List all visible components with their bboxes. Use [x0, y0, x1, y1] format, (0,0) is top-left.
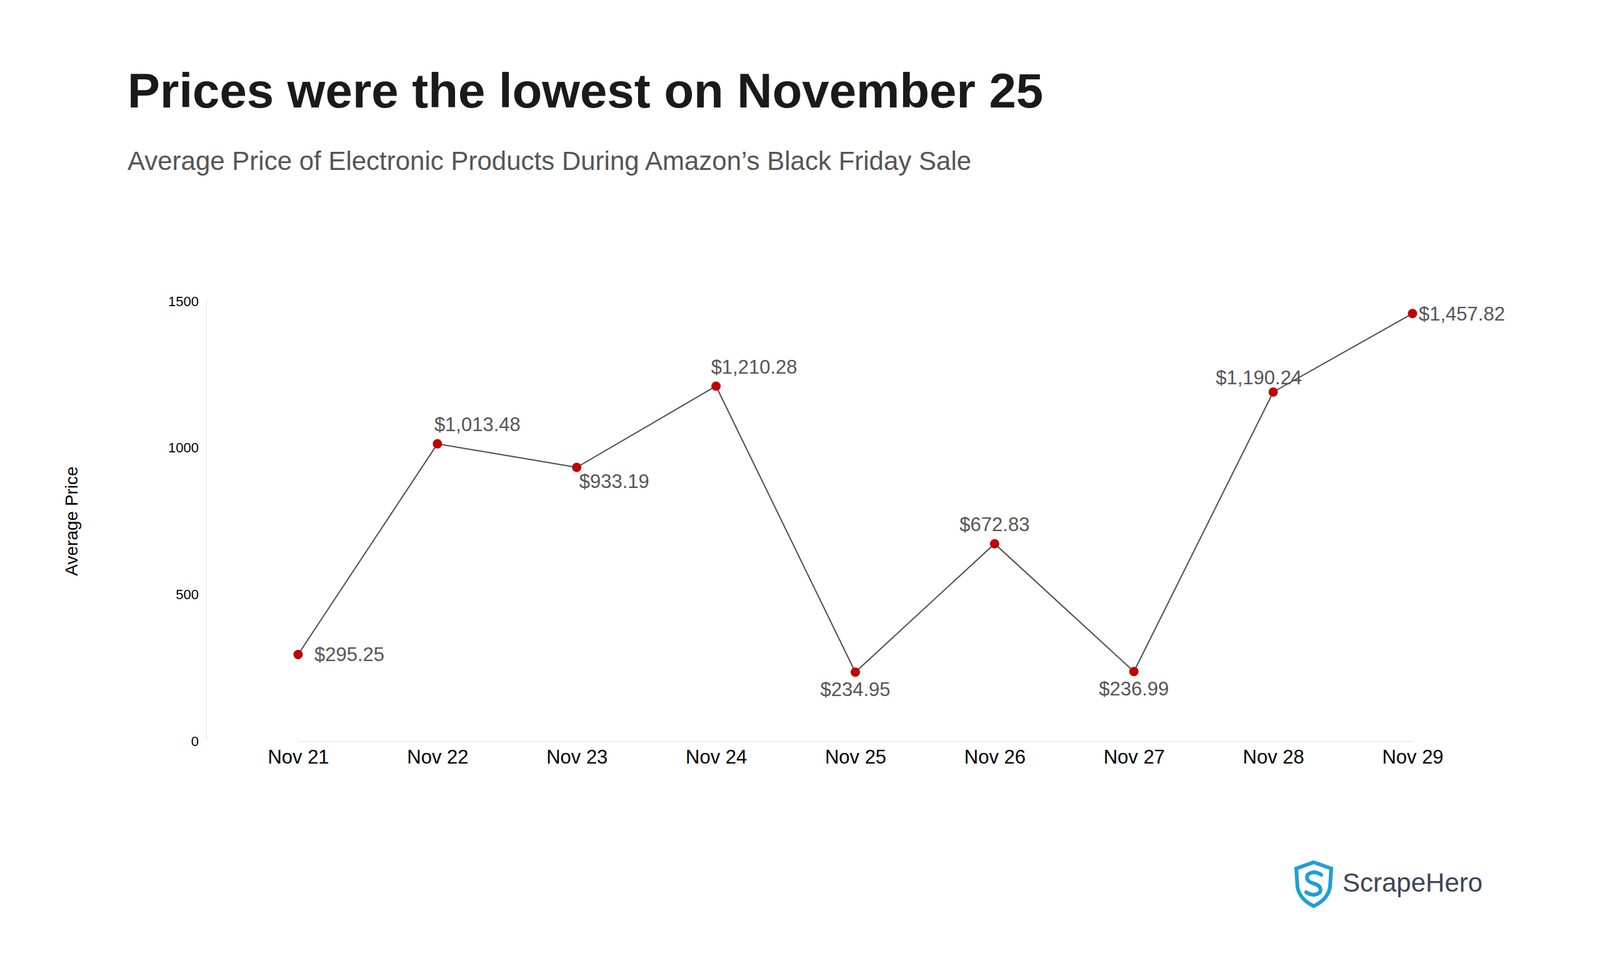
y-tick: 1000 — [168, 440, 207, 456]
y-tick: 0 — [191, 733, 207, 750]
marker — [1129, 666, 1139, 677]
data-label: $1,457.82 — [1418, 303, 1505, 325]
data-label: $1,190.24 — [1215, 366, 1302, 389]
x-axis: Nov 21 Nov 22 Nov 23 Nov 24 Nov 25 Nov 26 Nov … — [267, 741, 1444, 769]
marker — [711, 381, 721, 391]
marker — [293, 650, 304, 660]
y-tick: 1500 — [168, 293, 207, 310]
x-tick-label: Nov 25 — [825, 746, 887, 769]
marker — [432, 439, 442, 449]
data-label: $295.25 — [314, 643, 385, 666]
marker — [1408, 308, 1418, 319]
y-tick-label: 1500 — [168, 293, 199, 310]
logo-s — [1306, 872, 1322, 895]
y-axis-title: Average Price — [61, 466, 82, 576]
data-label: $1,013.48 — [434, 413, 521, 436]
line — [298, 313, 1413, 673]
y-tick-label: 500 — [175, 586, 199, 603]
y-tick-label: 1000 — [168, 440, 199, 456]
source: ScrapeHero — [1342, 868, 1483, 898]
x-tick-label: Nov 22 — [406, 746, 469, 769]
logo — [1296, 862, 1332, 907]
x-tick: Nov 29 — [1381, 741, 1444, 769]
x-tick: Nov 26 — [964, 741, 1026, 769]
x-tick-label: Nov 24 — [685, 746, 747, 769]
x-tick-label: Nov 23 — [546, 746, 608, 769]
data-label: $1,210.28 — [711, 356, 798, 379]
x-tick: Nov 21 — [267, 741, 329, 769]
y-axis: 0 500 1000 1500 — [168, 293, 207, 750]
x-tick-label: Nov 28 — [1243, 746, 1305, 769]
x-tick-label: Nov 29 — [1381, 746, 1444, 769]
x-tick-label: Nov 21 — [267, 746, 329, 769]
marker — [990, 539, 1000, 549]
x-tick: Nov 27 — [1103, 741, 1165, 769]
y-axis-line — [206, 301, 207, 742]
data-label: $236.99 — [1098, 678, 1169, 700]
data-label: $234.95 — [820, 678, 890, 701]
data-labels: $295.25 $1,013.48 $933.19 $1,210.28 $234.95 $… — [314, 303, 1505, 701]
plot-area — [293, 308, 1418, 677]
marker — [850, 667, 860, 677]
x-tick-label: Nov 26 — [964, 746, 1026, 769]
logo-shield — [1296, 862, 1332, 907]
x-tick: Nov 28 — [1243, 741, 1305, 769]
x-tick: Nov 23 — [546, 741, 608, 769]
subtitle: Average Price of Electronic Products Dur… — [127, 146, 972, 176]
x-tick: Nov 25 — [825, 741, 887, 769]
x-tick: Nov 24 — [685, 741, 747, 769]
y-tick-label: 0 — [191, 733, 199, 750]
data-label: $933.19 — [579, 470, 650, 493]
x-axis-line — [298, 741, 1414, 742]
x-tick: Nov 22 — [406, 741, 469, 769]
chart: Prices were the lowest on November 25 Ave… — [0, 0, 1600, 966]
x-tick-label: Nov 27 — [1103, 746, 1165, 769]
data-label: $672.83 — [959, 513, 1030, 536]
y-tick: 500 — [175, 586, 207, 603]
title: Prices were the lowest on November 25 — [127, 63, 1044, 119]
